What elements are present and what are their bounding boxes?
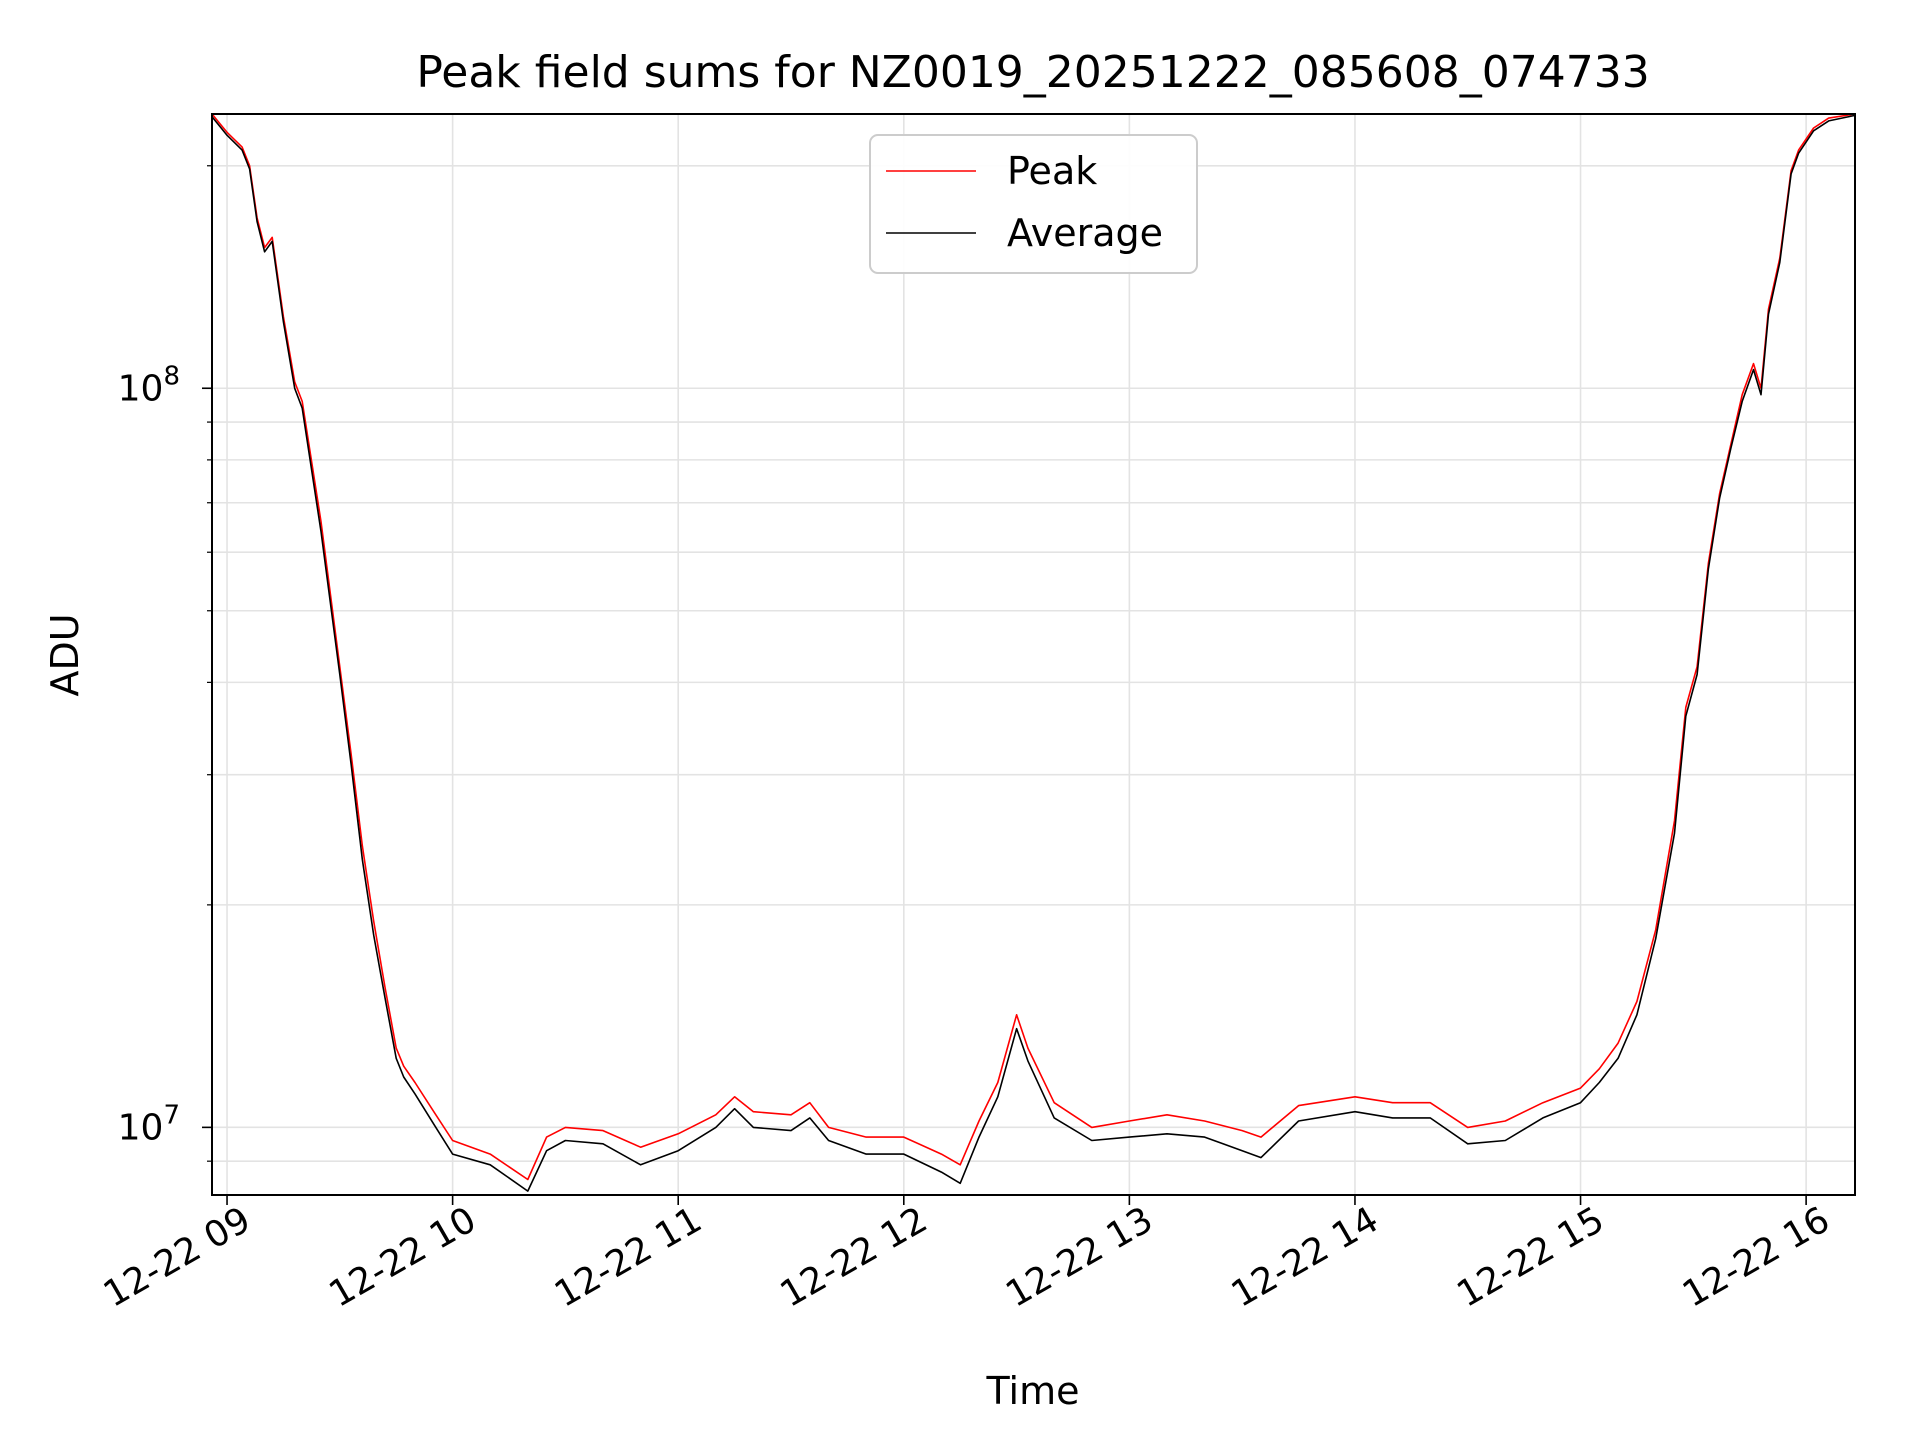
plot-frame bbox=[211, 113, 1856, 1196]
y-tick-base: 10 bbox=[118, 1107, 164, 1148]
x-axis-label: Time bbox=[986, 1369, 1080, 1413]
series-layer bbox=[211, 113, 1856, 1192]
y-tick-base: 10 bbox=[118, 368, 164, 409]
y-tick-exponent: 8 bbox=[163, 361, 180, 391]
y-tick-label: 107 bbox=[118, 1100, 180, 1148]
legend-label-peak: Peak bbox=[1007, 149, 1097, 193]
grid bbox=[212, 114, 1855, 1195]
y-tick-exponent: 7 bbox=[163, 1100, 180, 1130]
legend: Peak Average bbox=[869, 134, 1198, 274]
y-axis-label: ADU bbox=[43, 613, 87, 696]
legend-box bbox=[869, 134, 1198, 274]
chart-title: Peak field sums for NZ0019_20251222_0856… bbox=[416, 47, 1649, 98]
series-line-average bbox=[211, 114, 1856, 1192]
y-tick-label: 108 bbox=[118, 361, 180, 409]
legend-label-average: Average bbox=[1007, 211, 1163, 255]
